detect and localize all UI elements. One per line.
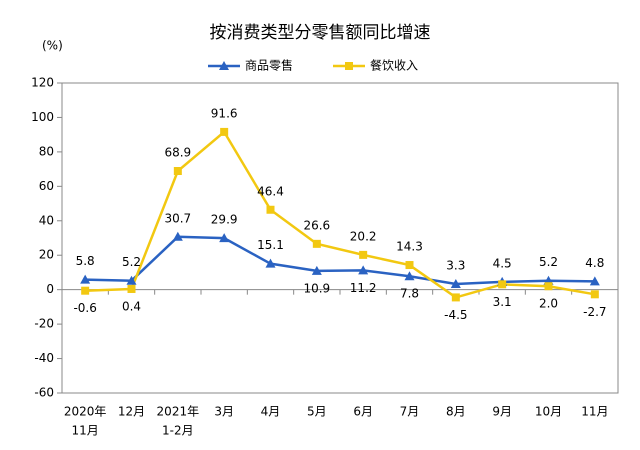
- plot-frame: [61, 82, 619, 394]
- marker: [590, 290, 599, 299]
- marker: [219, 233, 230, 243]
- data-label: 68.9: [164, 146, 191, 160]
- marker: [312, 239, 321, 248]
- data-label: 4.8: [585, 256, 604, 270]
- x-tick-label: 12月: [118, 405, 145, 419]
- marker: [126, 275, 137, 285]
- x-tick-label: 8月: [446, 405, 466, 419]
- x-tick-label: 7月: [400, 405, 420, 419]
- marker: [544, 282, 553, 291]
- data-label: 91.6: [211, 106, 238, 120]
- data-label: 10.9: [303, 281, 330, 295]
- x-tick-label: 5月: [307, 405, 327, 419]
- marker: [451, 293, 460, 302]
- y-tick-label: -40: [34, 351, 54, 365]
- legend-label: 餐饮收入: [370, 58, 418, 73]
- y-tick-label: -20: [34, 317, 54, 331]
- marker: [80, 274, 91, 284]
- data-label: 3.1: [493, 295, 512, 309]
- data-label: 26.6: [303, 218, 330, 232]
- data-label: 30.7: [164, 211, 191, 225]
- marker: [359, 250, 368, 259]
- y-tick-label: -60: [34, 386, 54, 400]
- data-label: 20.2: [350, 229, 377, 243]
- series-line: [85, 235, 595, 286]
- y-tick-label: 80: [39, 144, 54, 158]
- marker: [265, 258, 276, 268]
- y-tick-label: 20: [39, 248, 54, 262]
- data-label: 5.8: [76, 254, 95, 268]
- marker: [127, 284, 136, 293]
- x-tick-label: 11月: [72, 424, 99, 438]
- y-tick-label: 60: [39, 179, 54, 193]
- data-label: 0.4: [122, 299, 141, 313]
- marker: [589, 276, 600, 286]
- y-tick-label: 100: [31, 110, 54, 124]
- x-tick-label: 2020年: [64, 405, 107, 419]
- data-label: 4.5: [493, 256, 512, 270]
- y-tick-label: 120: [31, 76, 54, 90]
- marker: [404, 271, 415, 281]
- x-tick-label: 9月: [492, 405, 512, 419]
- marker: [173, 167, 182, 176]
- chart-title: 按消费类型分零售额同比增速: [210, 23, 431, 43]
- marker: [498, 280, 507, 289]
- x-tick-label: 4月: [261, 405, 281, 419]
- marker: [266, 205, 275, 214]
- data-label: 2.0: [539, 297, 558, 311]
- y-unit: (%): [42, 39, 63, 53]
- marker: [172, 231, 183, 241]
- data-label: 7.8: [400, 287, 419, 301]
- data-label: 46.4: [257, 184, 284, 198]
- data-label: 14.3: [396, 240, 423, 254]
- x-tick-label: 10月: [535, 405, 562, 419]
- series-line: [85, 130, 596, 299]
- data-label: -2.7: [583, 305, 606, 319]
- marker: [405, 261, 414, 270]
- marker: [450, 278, 461, 288]
- data-label: 15.1: [257, 238, 284, 252]
- marker: [311, 265, 322, 275]
- x-tick-label: 2021年: [157, 405, 200, 419]
- y-tick-label: 0: [46, 282, 54, 296]
- marker: [81, 286, 90, 295]
- legend-label: 商品零售: [245, 58, 293, 73]
- data-label: 5.2: [539, 255, 558, 269]
- y-tick-label: 40: [39, 213, 54, 227]
- marker: [358, 265, 369, 275]
- x-tick-label: 11月: [581, 405, 608, 419]
- data-label: 3.3: [446, 258, 465, 272]
- x-tick-label: 6月: [353, 405, 373, 419]
- data-label: -4.5: [444, 308, 467, 322]
- marker: [219, 61, 229, 70]
- data-label: -0.6: [73, 301, 96, 315]
- data-label: 5.2: [122, 255, 141, 269]
- data-label: 11.2: [350, 281, 377, 295]
- marker: [345, 62, 353, 70]
- data-label: 29.9: [211, 213, 238, 227]
- x-tick-label: 3月: [214, 405, 234, 419]
- marker: [220, 127, 229, 136]
- x-tick-label: 1-2月: [162, 424, 194, 438]
